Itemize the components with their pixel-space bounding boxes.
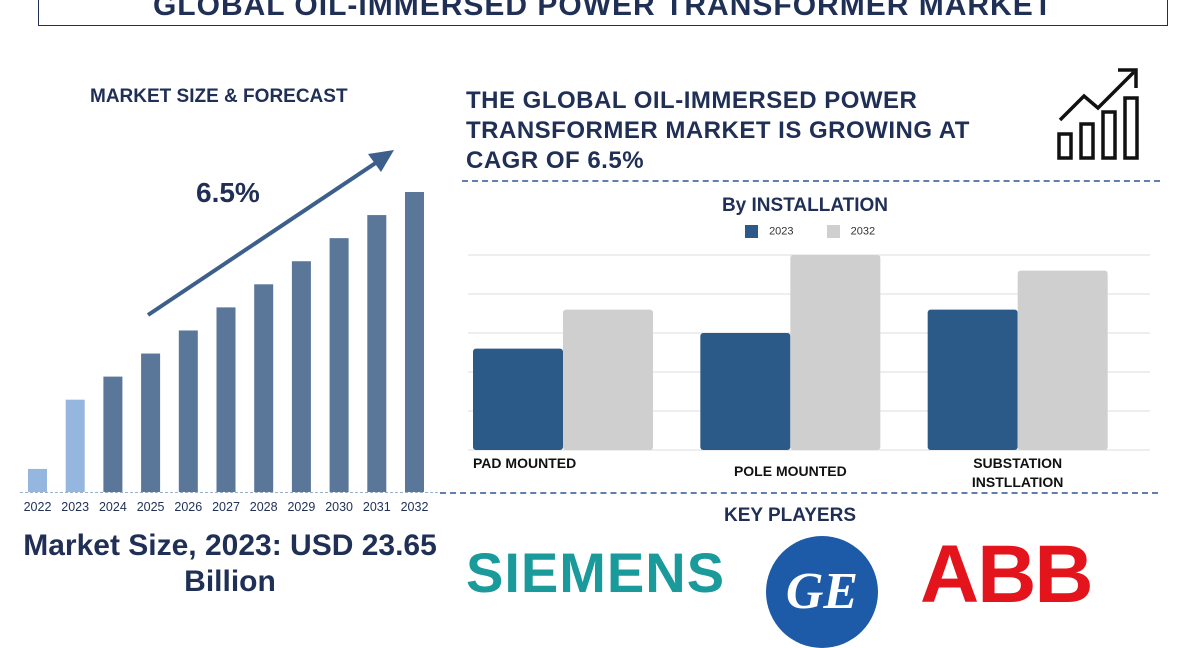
forecast-bar-2030 bbox=[329, 238, 349, 492]
key-players-heading: KEY PLAYERS bbox=[724, 505, 856, 526]
forecast-year-label: 2024 bbox=[98, 500, 127, 514]
forecast-year-label: 2031 bbox=[362, 500, 391, 514]
siemens-logo: SIEMENS bbox=[466, 541, 726, 604]
forecast-heading: MARKET SIZE & FORECAST bbox=[90, 86, 348, 107]
forecast-year-label: 2028 bbox=[249, 500, 278, 514]
installation-chart-title: By INSTALLATION bbox=[721, 195, 889, 216]
forecast-year-label: 2032 bbox=[400, 500, 429, 514]
legend-item-2023: 2023 bbox=[745, 225, 794, 238]
forecast-bar-2027 bbox=[216, 307, 236, 492]
forecast-bar-2022 bbox=[28, 468, 47, 492]
legend-swatch-2032 bbox=[826, 225, 840, 238]
forecast-year-label: 2022 bbox=[23, 500, 52, 514]
installation-category-label: POLE MOUNTED bbox=[733, 463, 847, 479]
forecast-year-label: 2030 bbox=[325, 500, 353, 514]
installation-bar-2032 bbox=[563, 309, 653, 450]
trend-arrow-icon bbox=[146, 150, 394, 317]
market-size-text: Market Size, 2023: USD 23.65 Billion bbox=[23, 529, 437, 598]
ge-logo-text: GE bbox=[785, 563, 859, 620]
forecast-x-axis: 2022 2023 2024 2025 2026 2027 2028 2029 2030 2031… bbox=[20, 500, 440, 520]
installation-category-label: SUBSTATION INSTLLATION bbox=[971, 455, 1064, 490]
installation-chart bbox=[468, 254, 1150, 451]
installation-category-label: PAD MOUNTED bbox=[473, 455, 577, 471]
installation-bar-2032 bbox=[1017, 270, 1108, 450]
forecast-bar-2026 bbox=[178, 330, 198, 492]
legend-swatch-2023 bbox=[745, 225, 758, 238]
forecast-year-label: 2027 bbox=[212, 500, 240, 514]
forecast-year-label: 2025 bbox=[136, 500, 165, 514]
legend-label-2023: 2023 bbox=[769, 225, 794, 238]
legend-label-2032: 2032 bbox=[850, 225, 876, 238]
forecast-bar-2032 bbox=[405, 192, 424, 492]
forecast-year-label: 2023 bbox=[61, 500, 90, 514]
forecast-bar-2024 bbox=[103, 376, 123, 492]
title-banner: GLOBAL OIL-IMMERSED POWER TRANSFORMER MA… bbox=[38, 0, 1168, 26]
forecast-chart bbox=[28, 150, 424, 493]
ge-logo: GE bbox=[766, 536, 878, 648]
page-title: GLOBAL OIL-IMMERSED POWER TRANSFORMER MA… bbox=[152, 0, 1054, 22]
forecast-bar-2028 bbox=[254, 284, 274, 492]
legend-item-2032: 2032 bbox=[826, 225, 876, 238]
cagr-value: 6.5% bbox=[196, 177, 260, 208]
installation-legend: 2023 2032 bbox=[745, 225, 905, 238]
divider-bottom bbox=[440, 492, 1158, 494]
installation-bar-2023 bbox=[927, 309, 1018, 450]
forecast-bar-2023 bbox=[65, 399, 85, 492]
installation-bar-2023 bbox=[700, 333, 791, 450]
installation-bar-2023 bbox=[473, 348, 563, 450]
forecast-bar-2029 bbox=[291, 261, 311, 492]
forecast-bar-2025 bbox=[141, 353, 161, 492]
forecast-baseline bbox=[20, 492, 438, 493]
growth-chart-icon bbox=[1057, 68, 1139, 160]
divider-top bbox=[462, 180, 1160, 182]
forecast-year-label: 2026 bbox=[174, 500, 203, 514]
abb-logo: ABB bbox=[920, 529, 1094, 620]
forecast-bar-2031 bbox=[367, 215, 387, 493]
installation-bar-2032 bbox=[790, 255, 881, 450]
forecast-year-label: 2029 bbox=[287, 500, 316, 514]
cagr-headline: THE GLOBAL OIL-IMMERSED POWER TRANSFORME… bbox=[466, 87, 970, 174]
